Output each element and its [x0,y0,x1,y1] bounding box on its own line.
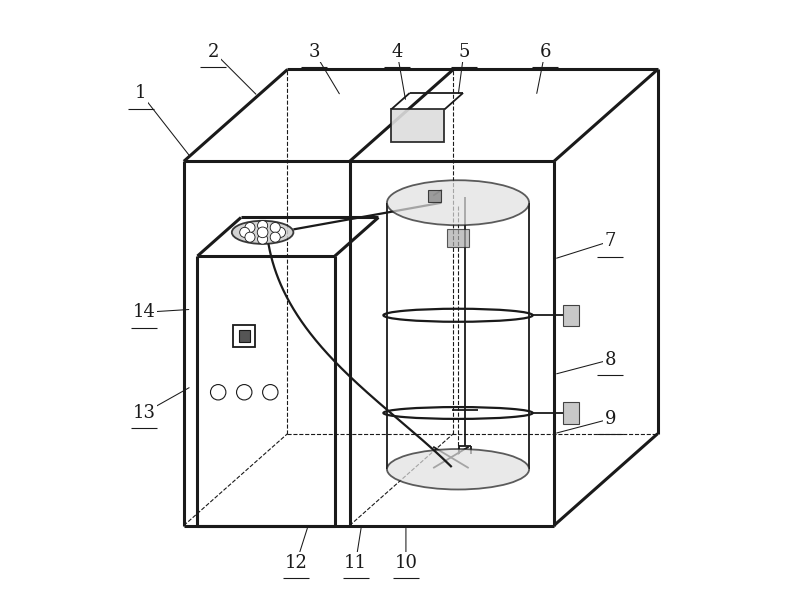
Text: 11: 11 [344,554,367,572]
Text: 9: 9 [605,410,616,428]
Circle shape [258,234,268,244]
Text: 2: 2 [208,43,219,61]
Bar [447,230,469,247]
Ellipse shape [387,180,529,226]
Text: 12: 12 [285,554,308,572]
Bar [563,402,579,424]
Bar [563,305,579,326]
Circle shape [258,221,268,231]
Text: 5: 5 [458,43,470,61]
Bar [429,190,442,202]
Text: 14: 14 [133,303,155,321]
Text: 1: 1 [135,84,146,102]
Text: 8: 8 [605,350,616,369]
Circle shape [245,223,255,233]
Ellipse shape [232,221,294,244]
Circle shape [270,223,280,233]
Bar [238,330,250,342]
Text: 6: 6 [539,43,551,61]
Circle shape [240,227,250,237]
Ellipse shape [387,449,529,490]
Text: 13: 13 [133,404,156,422]
Text: 3: 3 [308,43,320,61]
Circle shape [270,232,280,242]
Text: 4: 4 [391,43,402,61]
Circle shape [245,232,255,242]
Text: 7: 7 [605,232,616,250]
Text: 10: 10 [394,554,418,572]
Circle shape [275,227,286,237]
Bar [391,109,445,142]
Bar [233,325,255,347]
Circle shape [258,227,268,237]
